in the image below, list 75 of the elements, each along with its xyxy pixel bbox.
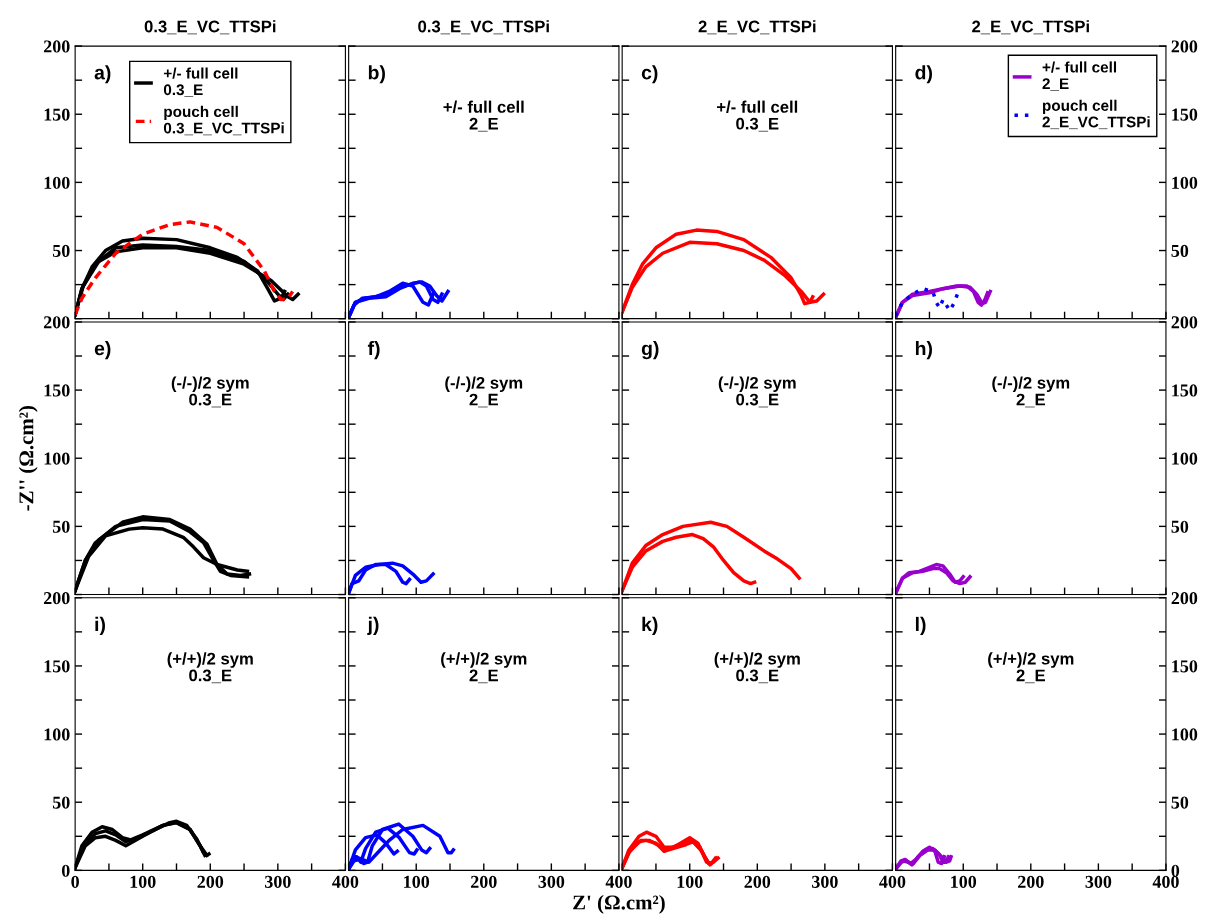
y-tick-label: 100 [1172, 728, 1198, 741]
chart-title: 2_E_VC_TTSPi [698, 20, 816, 35]
annotation: e) [94, 341, 111, 360]
y-tick-label: 150 [44, 108, 70, 121]
x-tick-label: 100 [130, 875, 156, 888]
y-tick-label: 0 [61, 864, 70, 877]
annotation: (+/+)/2 sym 2_E [988, 652, 1074, 684]
annotation: d) [915, 65, 932, 84]
x-tick-label: 200 [1018, 875, 1044, 888]
annotation: +/- full cell 2_E [443, 100, 524, 132]
annotation: c) [641, 65, 658, 84]
x-tick-label: 300 [538, 875, 565, 888]
annotation: h) [915, 341, 932, 360]
annotation: i) [95, 616, 105, 635]
legend-label: pouch cell 0.3_E_VC_TTSPi [163, 105, 284, 136]
annotation: (+/+)/2 sym 0.3_E [167, 652, 253, 684]
y-tick-label: 50 [52, 520, 70, 533]
y-tick-label: 50 [52, 796, 70, 809]
y-tick-label: 200 [1171, 316, 1198, 329]
y-tick-label: 150 [44, 660, 70, 673]
legend-label: pouch cell 2_E_VC_TTSPi [1042, 99, 1150, 130]
x-tick-label: 200 [197, 875, 224, 888]
y-tick-label: 100 [44, 452, 70, 465]
y-tick-label: 150 [44, 384, 70, 397]
x-tick-label: 300 [264, 875, 291, 888]
legend-label: +/- full cell 0.3_E [163, 67, 238, 97]
chart-title: 0.3_E_VC_TTSPi [418, 20, 549, 35]
y-tick-label: 200 [43, 316, 70, 329]
y-tick-label: 50 [1171, 244, 1189, 257]
y-tick-label: 150 [1172, 108, 1198, 121]
annotation: (-/-)/2 sym 2_E [445, 376, 523, 408]
annotation: b) [368, 65, 385, 84]
annotation: a) [94, 65, 111, 84]
y-tick-label: 200 [1171, 40, 1198, 53]
annotation: k) [642, 616, 658, 635]
x-tick-label: 400 [1152, 875, 1179, 888]
annotation: g) [641, 341, 659, 360]
annotation: (-/-)/2 sym 2_E [992, 376, 1070, 408]
x-tick-label: 100 [677, 875, 703, 888]
y-tick-label: 200 [1171, 592, 1198, 605]
x-axis-title: Z' (Ω.cm²) [573, 894, 665, 914]
annotation: j) [367, 616, 379, 635]
y-tick-label: 50 [1171, 796, 1189, 809]
y-tick-label: 200 [43, 592, 70, 605]
y-tick-label: 150 [1172, 660, 1198, 673]
annotation: l) [915, 616, 926, 635]
y-tick-label: 50 [52, 244, 70, 257]
x-tick-label: 400 [332, 875, 359, 888]
annotation: f) [367, 341, 380, 360]
annotation: +/- full cell 0.3_E [717, 100, 798, 132]
x-tick-label: 300 [1085, 875, 1112, 888]
x-tick-label: 400 [879, 875, 906, 888]
y-tick-label: 150 [1172, 384, 1198, 397]
x-tick-label: 100 [404, 875, 430, 888]
y-tick-label: 100 [1172, 452, 1198, 465]
chart-title: 0.3_E_VC_TTSPi [144, 20, 276, 35]
y-tick-label: 200 [43, 40, 70, 53]
annotation: (+/+)/2 sym 2_E [441, 652, 527, 684]
annotation: (-/-)/2 sym 0.3_E [171, 376, 249, 408]
y-tick-label: 100 [44, 728, 70, 741]
y-tick-label: 100 [1172, 176, 1198, 189]
y-tick-label: 0 [1171, 864, 1180, 877]
legend-label: +/- full cell 2_E [1042, 61, 1117, 91]
y-tick-label: 100 [44, 176, 70, 189]
chart-title: 2_E_VC_TTSPi [972, 20, 1089, 35]
x-tick-label: 200 [744, 875, 771, 888]
x-tick-label: 200 [471, 875, 497, 888]
x-tick-label: 400 [605, 875, 632, 888]
annotation: (-/-)/2 sym 0.3_E [718, 376, 796, 408]
y-axis-title: -Z'' (Ω.cm²) [18, 406, 38, 511]
annotation: (+/+)/2 sym 0.3_E [714, 652, 800, 684]
y-tick-label: 50 [1171, 520, 1189, 533]
x-tick-label: 0 [71, 875, 79, 888]
x-tick-label: 100 [951, 875, 977, 888]
x-tick-label: 300 [812, 875, 838, 888]
